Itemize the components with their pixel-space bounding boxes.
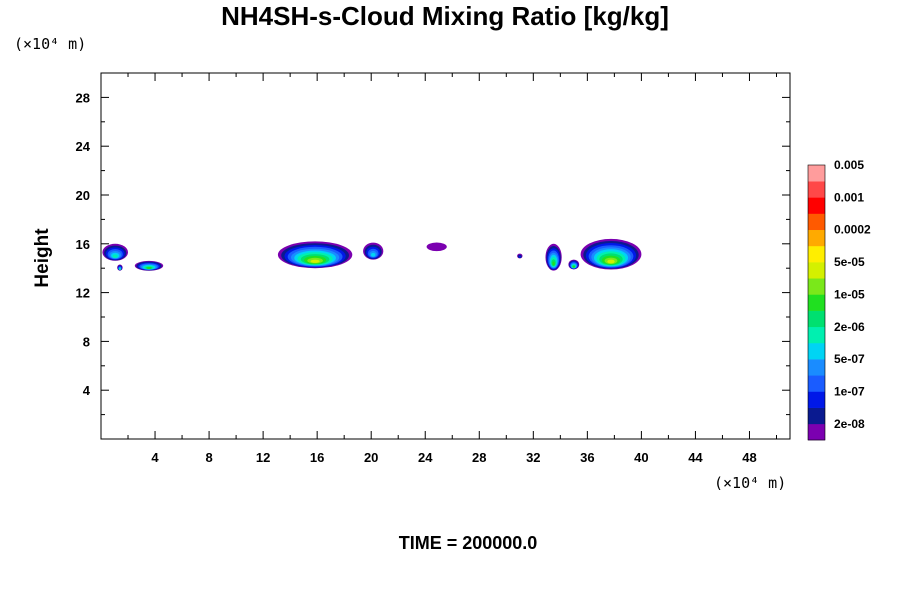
colorbar-label: 1e-05	[834, 287, 865, 301]
colorbar-label: 0.0002	[834, 223, 871, 237]
colorbar-swatch	[808, 181, 825, 198]
y-tick-label: 8	[83, 334, 90, 349]
cloud-region	[102, 243, 128, 261]
colorbar-label: 2e-08	[834, 417, 865, 431]
cloud-region	[363, 242, 384, 260]
y-tick-label: 20	[76, 188, 90, 203]
y-tick-label: 4	[83, 383, 91, 398]
colorbar-swatch	[808, 359, 825, 376]
x-tick-label: 4	[151, 450, 159, 465]
colorbar: 2e-08 1e-07 5e-07 2e-06 1e-05 5e-05 0.0002 0.00…	[807, 158, 871, 441]
colorbar-swatch	[808, 391, 825, 408]
axis-ticks	[101, 72, 790, 439]
colorbar-label: 0.001	[834, 190, 864, 204]
y-unit-label: (×10⁴ m)	[14, 35, 86, 53]
cloud-region	[277, 241, 353, 269]
colorbar-swatch	[808, 245, 825, 263]
colorbar-label: 5e-05	[834, 255, 865, 269]
y-tick-labels: 4 8 12 16 20 24 28	[76, 90, 91, 398]
colorbar-swatch	[808, 375, 825, 392]
colorbar-frame	[807, 164, 826, 441]
colorbar-label: 1e-07	[834, 385, 865, 399]
colorbar-label: 5e-07	[834, 352, 865, 366]
x-tick-label: 28	[472, 450, 486, 465]
x-tick-label: 48	[742, 450, 756, 465]
colorbar-swatch	[808, 262, 825, 279]
colorbar-swatch	[808, 326, 825, 344]
contour-level	[310, 259, 320, 263]
y-tick-label: 16	[76, 237, 90, 252]
mixing-ratio-field	[102, 238, 642, 271]
x-unit-label: (×10⁴ m)	[714, 474, 786, 492]
time-label: TIME = 200000.0	[399, 533, 538, 553]
x-tick-label: 32	[526, 450, 540, 465]
x-tick-label: 20	[364, 450, 378, 465]
y-axis-label: Height	[32, 228, 53, 288]
contour-level	[607, 259, 615, 264]
x-tick-label: 24	[418, 450, 433, 465]
colorbar-swatch	[808, 294, 825, 311]
cloud-region	[117, 264, 123, 271]
contour-level	[552, 261, 555, 266]
contour-level	[371, 252, 376, 257]
y-tick-label: 12	[76, 286, 90, 301]
x-tick-label: 36	[580, 450, 594, 465]
cloud-region	[134, 260, 164, 271]
cloud-region	[517, 253, 523, 259]
colorbar-swatch	[808, 165, 825, 182]
colorbar-swatch	[808, 197, 825, 214]
x-tick-labels: 4 8 12 16 20 24 28 32 36 40 44 48	[151, 450, 756, 465]
colorbar-swatch	[808, 423, 825, 441]
contour-level	[146, 267, 152, 269]
colorbar-swatch	[808, 229, 825, 247]
colorbar-swatch	[808, 278, 825, 295]
cloud-region	[426, 242, 447, 252]
cloud-region	[568, 259, 580, 270]
colorbar-label: 2e-06	[834, 320, 865, 334]
x-tick-label: 44	[688, 450, 703, 465]
chart-title: NH4SH-s-Cloud Mixing Ratio [kg/kg]	[221, 1, 669, 31]
colorbar-swatch	[808, 310, 825, 328]
cloud-region	[580, 238, 642, 270]
y-tick-label: 24	[76, 139, 91, 154]
contour-level	[572, 265, 575, 268]
plot-frame	[100, 72, 791, 440]
x-tick-label: 8	[205, 450, 212, 465]
contour-level	[118, 268, 121, 270]
colorbar-swatch	[808, 407, 825, 425]
x-tick-label: 16	[310, 450, 324, 465]
contour-level	[518, 255, 521, 258]
contour-level	[426, 242, 447, 252]
colorbar-swatch	[808, 213, 825, 231]
x-tick-label: 40	[634, 450, 648, 465]
colorbar-swatch	[808, 342, 825, 360]
contour-level	[112, 254, 118, 258]
x-tick-label: 12	[256, 450, 270, 465]
cloud-region	[545, 243, 562, 271]
colorbar-label: 0.005	[834, 158, 864, 172]
y-tick-label: 28	[76, 90, 90, 105]
